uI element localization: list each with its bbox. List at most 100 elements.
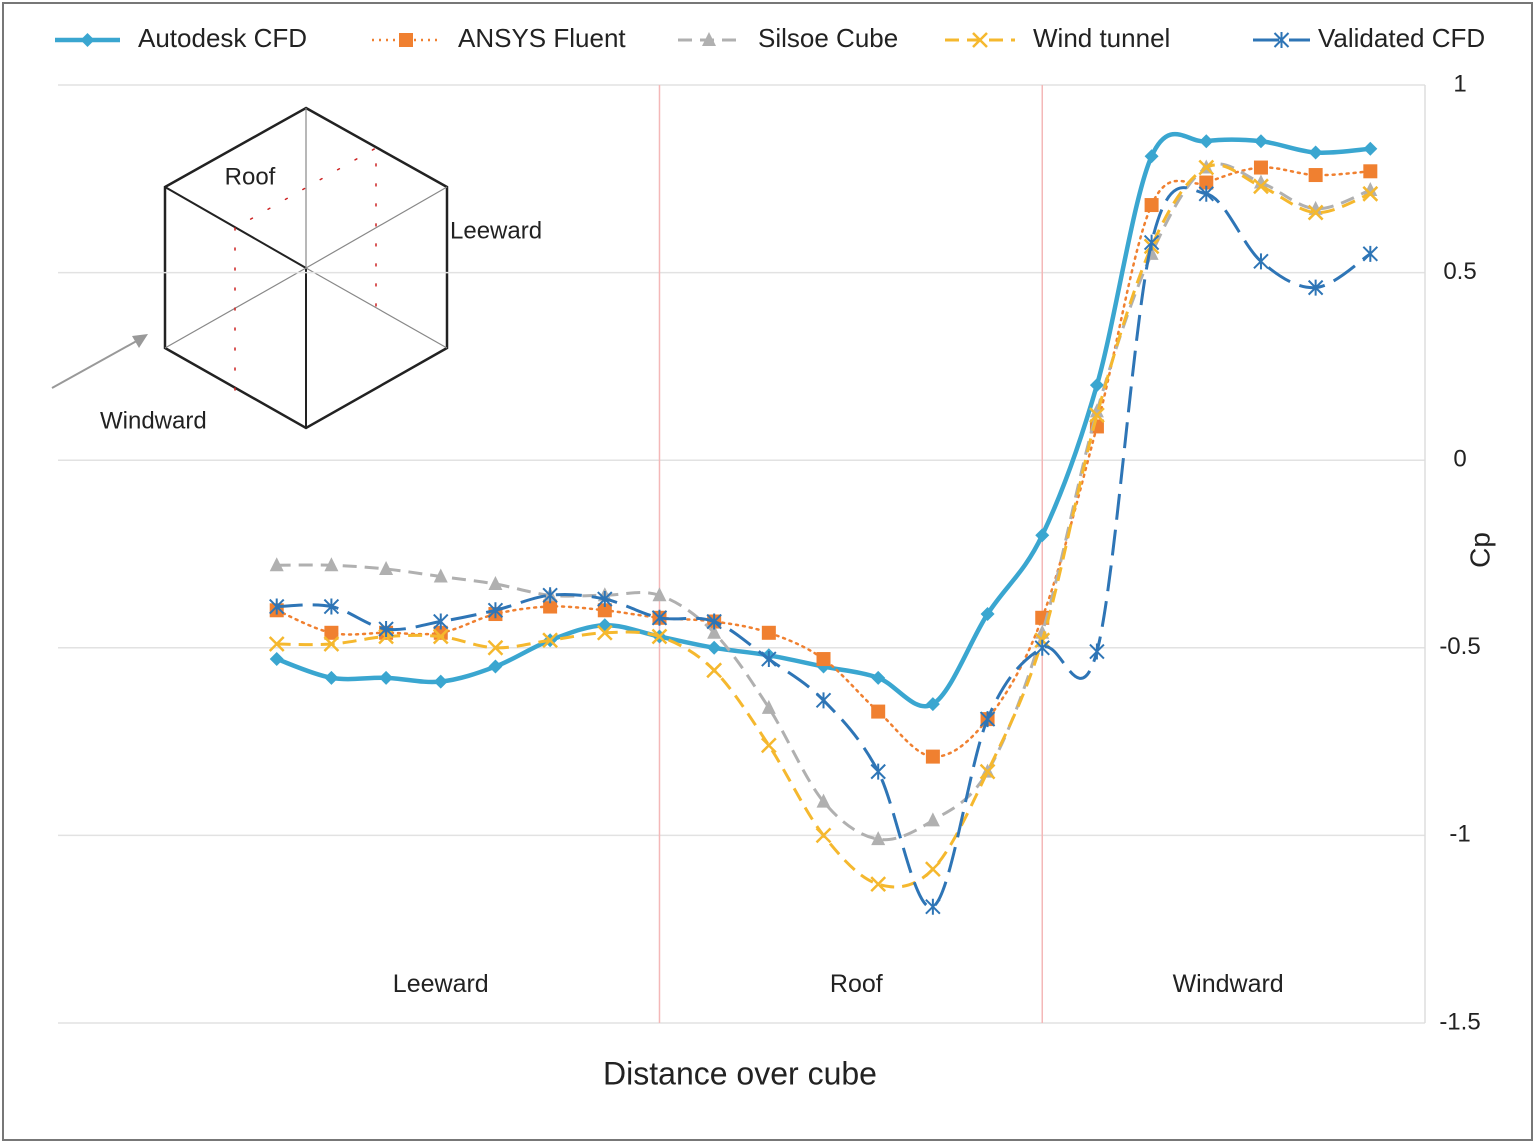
marker	[324, 557, 339, 572]
marker	[870, 876, 887, 893]
marker	[432, 628, 449, 645]
marker	[433, 613, 449, 630]
marker	[1034, 639, 1050, 656]
legend-item: ANSYS Fluent	[372, 23, 626, 53]
legend-item: Validated CFD	[1253, 23, 1485, 53]
marker	[761, 625, 776, 640]
marker	[268, 636, 285, 652]
legend-label: Wind tunnel	[1033, 23, 1170, 53]
marker	[1089, 643, 1105, 660]
marker	[706, 662, 723, 679]
legend-label: Validated CFD	[1318, 23, 1485, 53]
marker	[979, 763, 996, 780]
marker	[1144, 198, 1159, 213]
marker	[707, 624, 722, 639]
marker	[815, 827, 832, 844]
marker	[761, 699, 776, 714]
marker	[925, 697, 940, 712]
legend-item: Silsoe Cube	[678, 23, 898, 53]
marker	[433, 568, 448, 583]
marker	[925, 749, 940, 764]
region-label: Leeward	[393, 970, 489, 998]
marker	[980, 607, 995, 622]
legend-label: ANSYS Fluent	[458, 23, 626, 53]
marker	[488, 576, 503, 591]
marker	[1362, 245, 1379, 262]
marker	[816, 652, 831, 667]
marker	[542, 632, 559, 649]
marker	[651, 609, 668, 626]
y-tick-label: -1.5	[1439, 1008, 1480, 1035]
legend-item: Wind tunnel	[945, 23, 1170, 53]
y-tick-label: 0	[1453, 446, 1466, 473]
marker	[596, 624, 613, 641]
marker	[1035, 528, 1050, 543]
marker	[1198, 185, 1214, 202]
marker	[870, 763, 886, 780]
legend-label: Autodesk CFD	[138, 23, 307, 53]
marker	[1308, 145, 1323, 160]
marker	[1307, 279, 1324, 296]
marker	[651, 628, 668, 645]
marker	[379, 561, 394, 576]
marker	[399, 33, 413, 47]
x-axis-label: Distance over cube	[603, 1055, 877, 1091]
marker	[760, 737, 777, 754]
marker	[1199, 134, 1214, 149]
inset-label: Leeward	[450, 217, 542, 244]
y-tick-label: 1	[1453, 70, 1466, 97]
marker	[269, 598, 285, 615]
marker	[1253, 174, 1268, 189]
marker	[972, 32, 988, 48]
inset-cube	[51, 106, 449, 430]
marker	[1308, 168, 1323, 183]
marker	[488, 659, 503, 674]
marker	[979, 711, 996, 728]
marker	[1089, 407, 1105, 424]
marker	[1144, 149, 1159, 164]
marker	[1089, 403, 1104, 418]
marker	[1253, 253, 1269, 270]
marker	[1362, 185, 1379, 202]
inset-label: Roof	[225, 163, 276, 190]
marker	[379, 670, 394, 685]
marker	[761, 651, 777, 668]
marker	[543, 599, 558, 614]
y-axis-label: Cp	[1464, 532, 1495, 568]
marker	[925, 812, 940, 827]
y-tick-label: -1	[1449, 821, 1470, 848]
marker	[269, 652, 284, 667]
marker	[1199, 175, 1214, 190]
marker	[324, 670, 339, 685]
marker	[1253, 134, 1268, 149]
marker	[1273, 32, 1290, 48]
legend-label: Silsoe Cube	[758, 23, 898, 53]
marker	[706, 613, 722, 630]
legend-item: Autodesk CFD	[55, 23, 307, 53]
marker	[597, 603, 612, 618]
marker	[1253, 178, 1269, 195]
marker	[702, 32, 716, 46]
inset-label: Windward	[100, 407, 207, 434]
marker	[816, 793, 831, 808]
marker	[542, 587, 558, 604]
marker	[433, 674, 448, 689]
marker	[487, 602, 504, 619]
region-label: Roof	[830, 970, 883, 998]
marker	[323, 598, 340, 615]
marker	[1143, 234, 1160, 251]
marker	[1198, 159, 1215, 176]
y-tick-label: 0.5	[1443, 258, 1476, 285]
marker	[1363, 141, 1378, 156]
y-tick-label: -0.5	[1439, 633, 1480, 660]
marker	[378, 621, 394, 638]
marker	[815, 692, 832, 709]
marker	[487, 639, 504, 656]
marker	[324, 625, 339, 640]
marker	[925, 898, 941, 915]
marker	[871, 831, 886, 846]
marker	[80, 33, 95, 47]
marker	[924, 861, 941, 878]
